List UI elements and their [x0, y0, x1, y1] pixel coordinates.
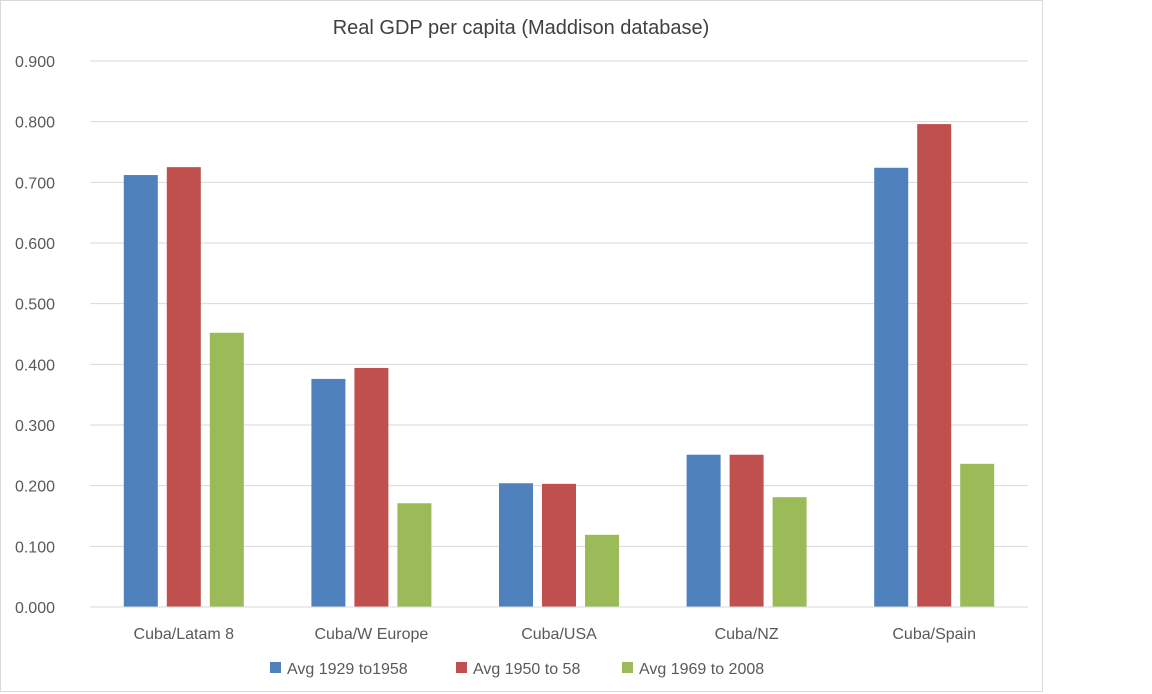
- y-tick-label: 0.700: [15, 175, 55, 192]
- bar-0-2: [209, 332, 244, 607]
- y-tick-label: 0.800: [15, 115, 55, 132]
- y-tick-label: 0.400: [15, 357, 55, 374]
- legend-label: Avg 1969 to 2008: [639, 661, 764, 678]
- bar-1-2: [397, 503, 432, 607]
- bar-2-0: [499, 483, 533, 607]
- bar-2-2: [585, 534, 619, 607]
- y-tick-label: 0.200: [15, 479, 55, 496]
- x-tick-label: Cuba/W Europe: [314, 626, 428, 643]
- bar-2-1: [542, 483, 576, 607]
- bar-0-1: [166, 167, 201, 607]
- chart-title: Real GDP per capita (Maddison database): [333, 17, 710, 39]
- bar-3-0: [686, 454, 721, 607]
- bar-1-1: [354, 367, 389, 607]
- legend-swatch: [622, 662, 633, 673]
- legend-label: Avg 1929 to1958: [287, 661, 408, 678]
- y-tick-label: 0.300: [15, 418, 55, 435]
- bar-1-0: [311, 378, 346, 607]
- legend-swatch: [270, 662, 281, 673]
- bar-4-1: [917, 124, 952, 608]
- bar-0-0: [123, 175, 158, 607]
- y-tick-label: 0.500: [15, 297, 55, 314]
- bar-4-0: [874, 167, 909, 608]
- x-tick-label: Cuba/Latam 8: [134, 626, 235, 643]
- legend-swatch: [456, 662, 467, 673]
- bar-3-2: [772, 497, 807, 607]
- y-tick-label: 0.900: [15, 54, 55, 71]
- y-tick-label: 0.600: [15, 236, 55, 253]
- y-tick-label: 0.100: [15, 539, 55, 556]
- legend-label: Avg 1950 to 58: [473, 661, 580, 678]
- bar-3-1: [729, 454, 764, 607]
- bar-4-2: [960, 463, 995, 607]
- x-tick-label: Cuba/Spain: [892, 626, 976, 643]
- x-tick-label: Cuba/USA: [521, 626, 597, 643]
- y-tick-label: 0.000: [15, 600, 55, 617]
- x-tick-label: Cuba/NZ: [715, 626, 779, 643]
- chart-frame: [0, 0, 1043, 692]
